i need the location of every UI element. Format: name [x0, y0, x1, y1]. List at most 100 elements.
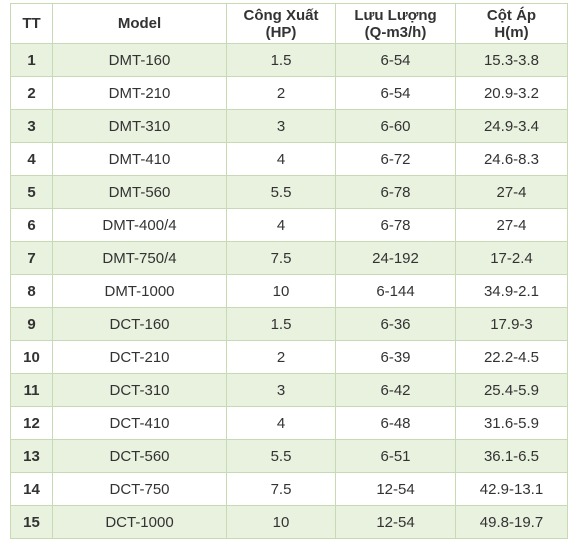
- table-cell: 3: [226, 109, 336, 143]
- header-text: Công Xuất: [243, 6, 319, 24]
- table-cell: DCT-160: [52, 307, 227, 341]
- table-cell: 24.9-3.4: [455, 109, 568, 143]
- table-cell: 17-2.4: [455, 241, 568, 275]
- table-cell: DMT-310: [52, 109, 227, 143]
- table-cell: 36.1-6.5: [455, 439, 568, 473]
- table-cell: 14: [10, 472, 53, 506]
- header-cell: Cột Áp H(m): [455, 3, 568, 44]
- table-row: 9 DCT-160 1.5 6-36 17.9-3: [10, 307, 568, 341]
- table-cell: 10: [10, 340, 53, 374]
- table-cell: 4: [226, 208, 336, 242]
- table-cell: 3: [10, 109, 53, 143]
- table-body: 1 DMT-160 1.5 6-54 15.3-3.8 2 DMT-210 2 6-54 20.9…: [10, 43, 568, 539]
- header-row: TT Model Công Xuất (HP) Lưu Lượng (Q-m3/h) Cột…: [10, 3, 568, 44]
- table-row: 1 DMT-160 1.5 6-54 15.3-3.8: [10, 43, 568, 77]
- table-cell: 6-60: [335, 109, 456, 143]
- table-cell: 6-39: [335, 340, 456, 374]
- table-cell: DMT-210: [52, 76, 227, 110]
- table-cell: DMT-1000: [52, 274, 227, 308]
- table-cell: 8: [10, 274, 53, 308]
- table-cell: DCT-210: [52, 340, 227, 374]
- header-cell: Model: [52, 3, 227, 44]
- table-cell: 4: [10, 142, 53, 176]
- table-cell: 6-48: [335, 406, 456, 440]
- table-cell: 27-4: [455, 175, 568, 209]
- header-text: TT: [22, 15, 41, 32]
- table-cell: 11: [10, 373, 53, 407]
- table-cell: 5.5: [226, 439, 336, 473]
- header-cell: TT: [10, 3, 53, 44]
- table-cell: 6-78: [335, 208, 456, 242]
- spec-table: TT Model Công Xuất (HP) Lưu Lượng (Q-m3/h) Cột…: [10, 3, 568, 539]
- table-cell: 12-54: [335, 505, 456, 539]
- table-row: 6 DMT-400/4 4 6-78 27-4: [10, 208, 568, 242]
- table-cell: 7: [10, 241, 53, 275]
- table-cell: 10: [226, 274, 336, 308]
- table-cell: DCT-560: [52, 439, 227, 473]
- table-cell: 10: [226, 505, 336, 539]
- table-cell: 5: [10, 175, 53, 209]
- table-cell: 3: [226, 373, 336, 407]
- table-cell: 1.5: [226, 43, 336, 77]
- table-row: 13 DCT-560 5.5 6-51 36.1-6.5: [10, 439, 568, 473]
- table-cell: 15: [10, 505, 53, 539]
- header-text: H(m): [494, 23, 529, 41]
- header-text: Cột Áp: [486, 6, 537, 24]
- table-cell: DMT-750/4: [52, 241, 227, 275]
- header-text: Lưu Lượng: [354, 6, 437, 24]
- table-row: 2 DMT-210 2 6-54 20.9-3.2: [10, 76, 568, 110]
- table-cell: 20.9-3.2: [455, 76, 568, 110]
- table-cell: DCT-310: [52, 373, 227, 407]
- table-cell: 5.5: [226, 175, 336, 209]
- table-row: 5 DMT-560 5.5 6-78 27-4: [10, 175, 568, 209]
- table-cell: 6-54: [335, 76, 456, 110]
- table-row: 15 DCT-1000 10 12-54 49.8-19.7: [10, 505, 568, 539]
- table-cell: 6-42: [335, 373, 456, 407]
- table-cell: 6-51: [335, 439, 456, 473]
- table-cell: 24.6-8.3: [455, 142, 568, 176]
- table-cell: 1.5: [226, 307, 336, 341]
- table-cell: 34.9-2.1: [455, 274, 568, 308]
- table-cell: 42.9-13.1: [455, 472, 568, 506]
- table-cell: 12-54: [335, 472, 456, 506]
- table-cell: 17.9-3: [455, 307, 568, 341]
- table-row: 7 DMT-750/4 7.5 24-192 17-2.4: [10, 241, 568, 275]
- table-cell: DCT-410: [52, 406, 227, 440]
- table-row: 4 DMT-410 4 6-72 24.6-8.3: [10, 142, 568, 176]
- table-cell: 6: [10, 208, 53, 242]
- table-cell: 2: [226, 76, 336, 110]
- table-cell: DCT-750: [52, 472, 227, 506]
- table-cell: 7.5: [226, 472, 336, 506]
- table-cell: 49.8-19.7: [455, 505, 568, 539]
- table-row: 12 DCT-410 4 6-48 31.6-5.9: [10, 406, 568, 440]
- table-cell: DMT-400/4: [52, 208, 227, 242]
- table-cell: 25.4-5.9: [455, 373, 568, 407]
- table-cell: 12: [10, 406, 53, 440]
- table-cell: 6-54: [335, 43, 456, 77]
- table-cell: DMT-410: [52, 142, 227, 176]
- header-text: Model: [117, 15, 162, 32]
- table-cell: DMT-560: [52, 175, 227, 209]
- table-cell: 27-4: [455, 208, 568, 242]
- table-row: 10 DCT-210 2 6-39 22.2-4.5: [10, 340, 568, 374]
- table-cell: 1: [10, 43, 53, 77]
- table-cell: 6-36: [335, 307, 456, 341]
- table-cell: 22.2-4.5: [455, 340, 568, 374]
- table-cell: 24-192: [335, 241, 456, 275]
- table-row: 11 DCT-310 3 6-42 25.4-5.9: [10, 373, 568, 407]
- table-cell: DMT-160: [52, 43, 227, 77]
- table-cell: 2: [226, 340, 336, 374]
- table-row: 8 DMT-1000 10 6-144 34.9-2.1: [10, 274, 568, 308]
- table-cell: 9: [10, 307, 53, 341]
- table-cell: 7.5: [226, 241, 336, 275]
- table-cell: 31.6-5.9: [455, 406, 568, 440]
- header-text: (Q-m3/h): [364, 23, 427, 41]
- table-row: 14 DCT-750 7.5 12-54 42.9-13.1: [10, 472, 568, 506]
- table-cell: 4: [226, 406, 336, 440]
- table-cell: 13: [10, 439, 53, 473]
- header-cell: Công Xuất (HP): [226, 3, 336, 44]
- header-cell: Lưu Lượng (Q-m3/h): [335, 3, 456, 44]
- header-text: (HP): [265, 23, 297, 41]
- table-cell: 2: [10, 76, 53, 110]
